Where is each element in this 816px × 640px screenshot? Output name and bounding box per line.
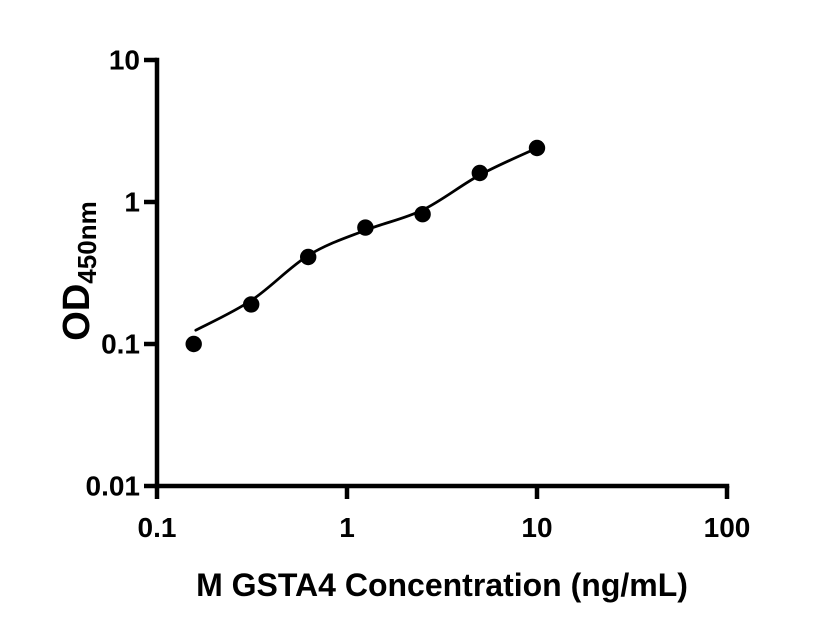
y-axis-title-subscript: 450nm xyxy=(72,201,102,283)
y-tick-label: 0.01 xyxy=(86,471,141,502)
y-tick-label: 10 xyxy=(109,45,140,76)
y-axis-title-main: OD xyxy=(56,284,98,341)
data-point xyxy=(243,296,260,313)
data-point xyxy=(471,164,488,182)
plot-area: 10 1 0.1 0.01 0.1 1 10 100 xyxy=(86,45,751,544)
x-tick-label: 10 xyxy=(521,512,552,543)
y-axis-title: OD450nm xyxy=(56,201,102,340)
data-point xyxy=(357,219,374,236)
y-tick-label: 0.1 xyxy=(101,329,140,360)
y-tick-label: 1 xyxy=(124,187,140,218)
data-point xyxy=(528,139,546,157)
data-point xyxy=(185,335,202,353)
x-tick-label: 100 xyxy=(704,512,751,543)
x-axis-title: M GSTA4 Concentration (ng/mL) xyxy=(196,567,688,603)
x-tick-label: 1 xyxy=(339,512,355,543)
data-point xyxy=(300,248,317,266)
x-tick-label: 0.1 xyxy=(138,512,177,543)
data-point xyxy=(414,206,431,223)
